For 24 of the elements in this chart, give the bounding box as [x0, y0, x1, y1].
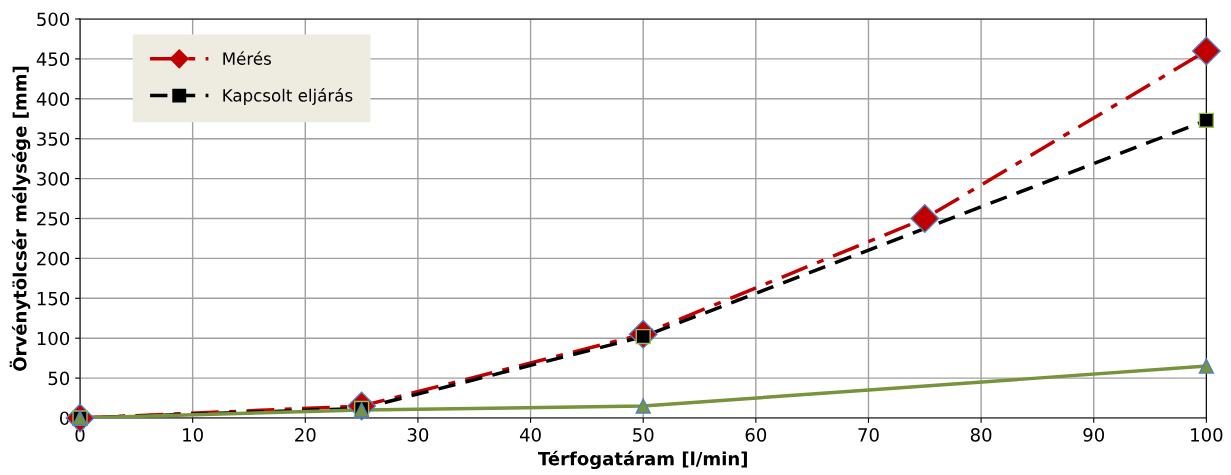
y-tick-label: 500 [37, 12, 70, 27]
legend-label: Mérés [223, 51, 271, 65]
y-tick-label: 250 [37, 211, 70, 226]
x-axis-title: Térfogatáram [l/min] [537, 450, 747, 470]
x-tick-label: 100 [1191, 428, 1223, 442]
y-tick-label: 100 [37, 331, 70, 346]
x-tick-label: 90 [1083, 428, 1105, 442]
y-tick-label: 400 [36, 92, 70, 106]
y-tick-label: 50 [48, 371, 70, 386]
x-tick-label: 50 [633, 428, 654, 442]
x-tick-label: 60 [745, 428, 767, 442]
x-tick-label: 10 [183, 428, 203, 442]
x-tick-label: 30 [407, 428, 429, 442]
y-tick-label: 150 [37, 291, 70, 306]
x-tick-label: 40 [519, 428, 541, 442]
y-axis-title: Örvénytölcsér mélysége [mm] [9, 66, 31, 371]
x-tick-label: 70 [858, 428, 879, 442]
x-tick-label: 20 [295, 428, 316, 442]
legend-label: Kapcsolt eljárás [223, 88, 353, 105]
y-tick-label: 350 [37, 132, 70, 146]
y-tick-label: 200 [37, 251, 70, 266]
x-tick-label: 80 [970, 428, 992, 442]
y-tick-label: 450 [36, 52, 70, 67]
y-tick-label: 300 [37, 172, 70, 186]
